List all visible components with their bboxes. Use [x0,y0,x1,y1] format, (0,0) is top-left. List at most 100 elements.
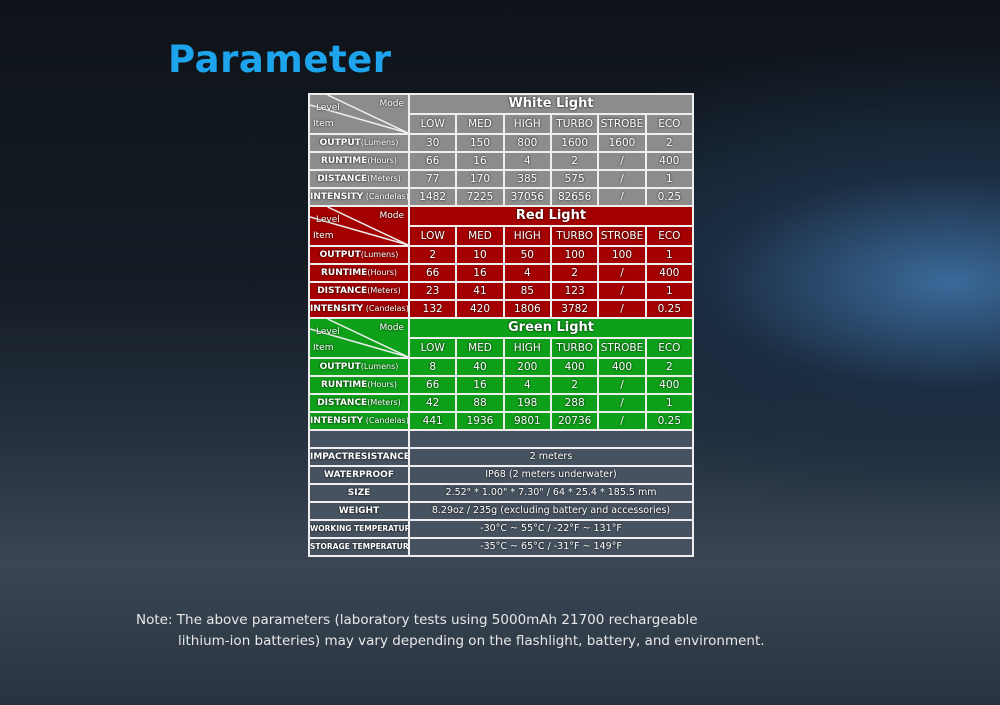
value-cell: 4 [502,375,552,395]
value-cell: / [597,151,647,171]
value-cell: / [597,299,647,319]
value-cell: 4 [502,263,552,283]
spec-label: STORAGE TEMPERATURE [308,537,410,557]
value-cell: 385 [502,169,552,189]
value-cell: 575 [549,169,600,189]
mode-header: LOW [407,113,458,135]
value-cell: / [597,187,647,207]
mode-row: LOW MED HIGH TURBO STROBE ECO [309,337,695,359]
section-title: White Light [408,93,694,115]
value-cell: 16 [455,151,505,171]
mode-header: ECO [644,225,695,247]
value-cell: / [597,375,647,395]
mode-header: TURBO [549,113,600,135]
spec-label: WORKING TEMPERATURE [308,519,410,539]
section-header-row: Level Mode Item Green Light [308,317,694,359]
value-cell: 100 [597,245,647,265]
level-label: Level [316,103,340,113]
value-cell: 37056 [502,187,552,207]
table-row: OUTPUT(Lumens) 8 40 200 400 400 2 [308,357,695,377]
level-label: Level [316,327,340,337]
value-cell: 400 [549,357,600,377]
value-cell: 77 [407,169,458,189]
value-cell: 88 [455,393,505,413]
value-cell: 16 [455,375,505,395]
table-row: DISTANCE(Meters) 23 41 85 123/1 [308,281,695,301]
row-label: RUNTIME(Hours) [308,151,410,171]
row-label: RUNTIME(Hours) [308,375,410,395]
value-cell: 123 [549,281,600,301]
value-cell: 1 [644,393,695,413]
value-cell: 2 [549,375,600,395]
value-cell: 2 [407,245,458,265]
value-cell: / [597,281,647,301]
spec-row: WATERPROOF IP68 (2 meters underwater) [308,465,694,485]
value-cell: 441 [407,411,458,431]
value-cell: 2 [549,151,600,171]
mode-label: Mode [379,323,404,333]
value-cell: 10 [455,245,505,265]
value-cell: 8 [407,357,458,377]
value-cell: 85 [502,281,552,301]
level-mode-corner: Level Mode Item [308,93,410,135]
value-cell: 1 [644,169,695,189]
section-header-row: Level Mode Item White Light [308,93,694,135]
spec-row: WEIGHT 8.29oz / 235g (excluding battery a… [308,501,694,521]
mode-header: STROBE [597,337,647,359]
value-cell: / [597,263,647,283]
table-row: OUTPUT(Lumens) 2 10 50 100 100 1 [308,245,695,265]
value-cell: 170 [455,169,505,189]
value-cell: 288 [549,393,600,413]
row-label: DISTANCE(Meters) [308,169,410,189]
value-cell: 150 [455,133,505,153]
value-cell: 1 [644,245,695,265]
value-cell: 9801 [502,411,552,431]
section-title: Green Light [408,317,694,339]
value-cell: / [597,393,647,413]
value-cell: 400 [644,263,695,283]
spec-value: -35°C ~ 65°C / -31°F ~ 149°F [408,537,694,557]
value-cell: 100 [549,245,600,265]
row-label: INTENSITY (Candelas) [308,299,410,319]
row-label: INTENSITY (Candelas) [308,411,410,431]
row-label: DISTANCE(Meters) [308,281,410,301]
value-cell: 4 [502,151,552,171]
level-mode-corner: Level Mode Item [308,317,410,359]
item-label: Item [313,119,334,129]
item-label: Item [313,231,334,241]
item-label: Item [313,343,334,353]
mode-header: MED [455,337,505,359]
spec-value: 2.52" * 1.00" * 7.30" / 64 * 25.4 * 185.… [408,483,694,503]
mode-header: STROBE [597,225,647,247]
blank-row [308,429,694,449]
mode-header: HIGH [502,113,552,135]
mode-row: LOW MED HIGH TURBO STROBE ECO [309,225,695,247]
value-cell: 30 [407,133,458,153]
value-cell: 198 [502,393,552,413]
table-row: RUNTIME(Hours) 66 16 4 2/400 [308,375,695,395]
value-cell: 42 [407,393,458,413]
table-row: OUTPUT(Lumens) 30 150 800 1600 1600 2 [308,133,695,153]
value-cell: 82656 [549,187,600,207]
spec-row: WORKING TEMPERATURE -30°C ~ 55°C / -22°F … [308,519,694,539]
value-cell: 1482 [407,187,458,207]
row-label: DISTANCE(Meters) [308,393,410,413]
mode-header: HIGH [502,337,552,359]
value-cell: / [597,169,647,189]
value-cell: 1936 [455,411,505,431]
mode-header: HIGH [502,225,552,247]
value-cell: 2 [549,263,600,283]
value-cell: / [597,411,647,431]
value-cell: 23 [407,281,458,301]
table-row: DISTANCE(Meters) 42 88 198 288/1 [308,393,695,413]
value-cell: 66 [407,263,458,283]
table-row: DISTANCE(Meters) 77 170 385 575/1 [308,169,695,189]
value-cell: 400 [644,151,695,171]
value-cell: 66 [407,151,458,171]
spec-value: 8.29oz / 235g (excluding battery and acc… [408,501,694,521]
spec-value: -30°C ~ 55°C / -22°F ~ 131°F [408,519,694,539]
value-cell: 200 [502,357,552,377]
section-header-row: Level Mode Item Red Light [308,205,694,247]
mode-label: Mode [379,99,404,109]
value-cell: 3782 [549,299,600,319]
